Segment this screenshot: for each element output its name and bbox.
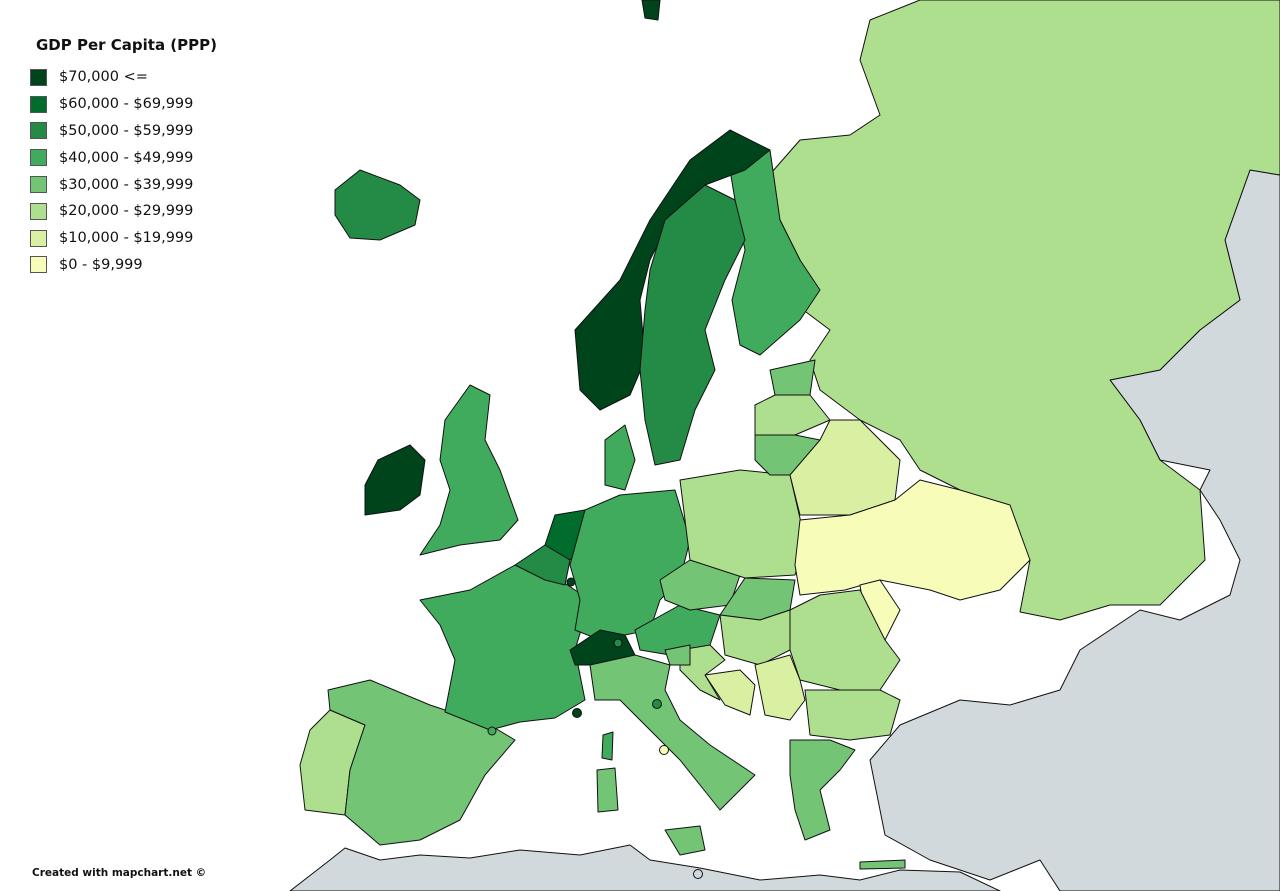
country-france-corsica: [601, 731, 614, 761]
country-crete: [859, 859, 906, 870]
legend-swatch: [30, 149, 47, 167]
legend-item: $70,000 <=: [30, 64, 217, 91]
map-legend: GDP Per Capita (PPP) $70,000 <= $60,000 -…: [30, 36, 217, 278]
legend-item: $0 - $9,999: [30, 252, 217, 279]
region-north-africa: [289, 844, 1001, 891]
country-romania: [789, 589, 901, 691]
country-ukraine: [794, 479, 1031, 601]
legend-item: $10,000 - $19,999: [30, 225, 217, 252]
country-latvia: [754, 394, 831, 436]
legend-label: $20,000 - $29,999: [59, 203, 194, 220]
legend-label: $50,000 - $59,999: [59, 122, 194, 139]
legend-swatch: [30, 229, 47, 247]
legend-label: $30,000 - $39,999: [59, 176, 194, 193]
country-belarus: [789, 419, 901, 516]
country-iceland: [334, 169, 421, 241]
country-croatia: [679, 644, 726, 701]
credit-text: Created with mapchart.net ©: [32, 867, 207, 879]
country-liechtenstein: [613, 638, 623, 648]
country-greece: [789, 739, 856, 841]
legend-label: $0 - $9,999: [59, 256, 143, 273]
legend-item: $40,000 - $49,999: [30, 144, 217, 171]
country-serbia: [754, 654, 806, 721]
legend-item: $20,000 - $29,999: [30, 198, 217, 225]
legend-swatch: [30, 202, 47, 220]
country-vatican: [659, 745, 669, 755]
legend-swatch: [30, 256, 47, 274]
legend-label: $70,000 <=: [59, 69, 148, 86]
country-estonia: [769, 359, 816, 396]
country-bulgaria: [804, 689, 901, 741]
legend-swatch: [30, 122, 47, 140]
country-andorra: [487, 726, 497, 736]
country-italy-sicily: [664, 825, 706, 856]
country-poland: [679, 469, 806, 579]
legend-item: $30,000 - $39,999: [30, 171, 217, 198]
country-bosnia: [704, 669, 756, 716]
country-monaco: [572, 708, 582, 718]
country-france: [419, 564, 591, 731]
legend-swatch: [30, 68, 47, 86]
legend-item: $60,000 - $69,999: [30, 91, 217, 118]
legend-items: $70,000 <= $60,000 - $69,999 $50,000 - $59…: [30, 64, 217, 278]
country-ireland: [364, 444, 426, 516]
legend-title: GDP Per Capita (PPP): [36, 36, 217, 54]
country-italy-sardinia: [596, 767, 619, 813]
country-sweden: [639, 184, 746, 466]
legend-swatch: [30, 176, 47, 194]
country-san-marino: [652, 699, 662, 709]
country-russia: [764, 0, 1280, 621]
legend-label: $10,000 - $19,999: [59, 230, 194, 247]
country-slovenia: [664, 644, 691, 666]
country-italy: [589, 654, 756, 811]
legend-swatch: [30, 95, 47, 113]
country-malta: [693, 869, 703, 879]
country-belgium: [514, 544, 571, 586]
legend-label: $40,000 - $49,999: [59, 149, 194, 166]
legend-label: $60,000 - $69,999: [59, 96, 194, 113]
country-luxembourg: [566, 577, 576, 587]
country-norway-svalbard: [641, 0, 661, 21]
country-denmark: [604, 424, 636, 491]
country-united-kingdom: [419, 384, 519, 556]
country-germany: [569, 489, 691, 641]
legend-item: $50,000 - $59,999: [30, 118, 217, 145]
